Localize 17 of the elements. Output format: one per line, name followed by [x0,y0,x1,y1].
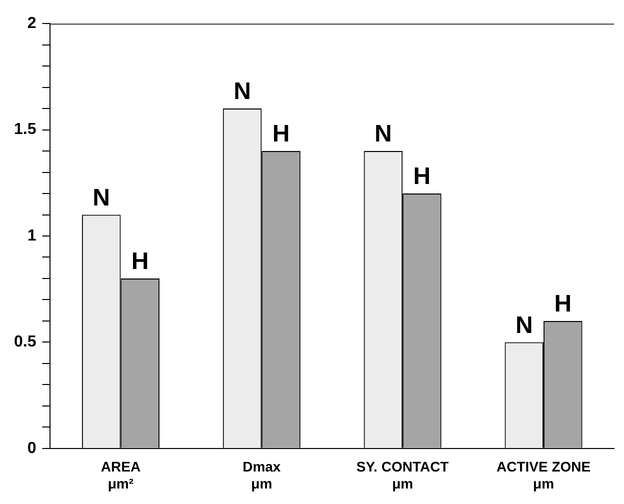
y-tick-label: 1.5 [14,121,36,138]
y-tick-label: 0 [27,440,36,457]
y-tick-label: 0.5 [14,334,36,351]
x-tick-label: Dmax μm [242,458,281,492]
series-label: N [92,184,110,212]
text: H [413,163,431,190]
text: N [234,78,251,106]
x-tick-label: SY. CONTACT μm [356,458,450,492]
series-label: H [131,248,149,276]
x-tick-label: AREA μm² [100,458,141,492]
text: H [554,290,572,318]
y-tick-label: 2 [27,15,36,32]
y-tick-label: 1 [27,227,36,244]
x-tick-label: ACTIVE ZONE μm [496,458,591,492]
text: N [515,312,533,339]
text: N [374,120,392,148]
text: H [272,120,290,148]
